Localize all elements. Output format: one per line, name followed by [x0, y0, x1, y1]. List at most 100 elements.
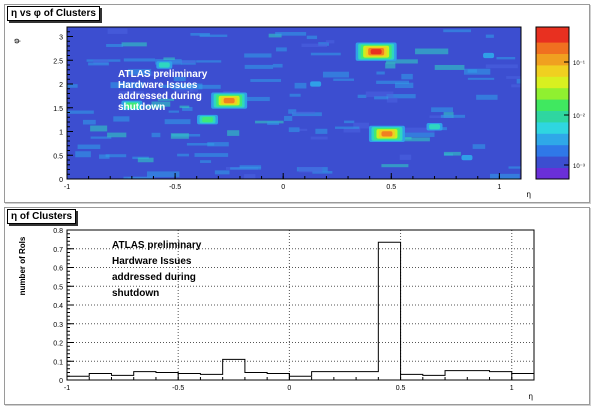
y-tick-label: 0.7: [53, 247, 63, 254]
heatmap-cell: [200, 160, 212, 163]
x-axis-label: η: [529, 392, 533, 401]
heatmap-cell: [186, 143, 215, 146]
colorbar-segment: [536, 103, 569, 108]
heatmap-cell: [227, 130, 240, 136]
y-tick-label: 0.3: [53, 322, 63, 329]
y-tick-label: 0.6: [53, 266, 63, 273]
annotation-line: addressed during: [112, 272, 196, 283]
heatmap-cell: [105, 154, 127, 158]
colorbar-segment: [536, 27, 569, 32]
colorbar-segment: [536, 42, 569, 47]
histogram-bin: [289, 376, 311, 380]
heatmap-cell: [325, 40, 335, 44]
heatmap-cell: [244, 174, 256, 179]
heatmap-cell: [440, 114, 466, 118]
heatmap-cell: [75, 151, 91, 158]
heatmap-cell: [170, 133, 189, 139]
x-tick-label: 1: [497, 184, 501, 191]
annotation-line: Hardware Issues: [118, 80, 198, 91]
colorbar-segment: [536, 57, 569, 62]
heatmap-cell: [267, 121, 280, 125]
heatmap-cell: [77, 144, 101, 149]
heatmap-cell: [207, 142, 229, 147]
heatmap-cell: [194, 153, 229, 157]
heatmap-cell: [292, 111, 315, 114]
y-tick-label: 0.2: [53, 341, 63, 348]
histogram-bin: [245, 373, 267, 381]
heatmap-cell: [239, 165, 262, 169]
colorbar-segment: [536, 114, 569, 119]
heatmap-cell: [174, 87, 193, 93]
histogram-bin: [89, 373, 111, 380]
colorbar-segment: [536, 87, 569, 92]
heatmap-cell: [190, 32, 210, 36]
heatmap-cell: [385, 62, 396, 69]
colorbar-segment: [536, 61, 569, 66]
colorbar-segment: [536, 152, 569, 157]
heatmap-cell: [90, 125, 108, 132]
heatmap-cell: [244, 64, 274, 69]
colorbar-segment: [536, 175, 569, 180]
colorbar-segment: [536, 160, 569, 165]
x-tick-label: 1: [510, 385, 514, 392]
colorbar-segment: [536, 80, 569, 85]
heatmap-cell: [244, 53, 272, 58]
heatmap-cell: [214, 170, 230, 175]
heatmap-hotspot: [381, 131, 393, 137]
x-tick-label: 0.5: [396, 385, 406, 392]
heatmap-cell: [322, 71, 349, 78]
colorbar-segment: [536, 84, 569, 89]
heatmap-hotspot: [202, 117, 214, 123]
colorbar-segment: [536, 163, 569, 168]
heatmap-cell: [401, 73, 413, 80]
heatmap-cell: [292, 112, 322, 117]
heatmap-cell: [402, 127, 435, 133]
heatmap-cell: [151, 132, 161, 138]
heatmap-hotspot: [429, 124, 441, 130]
heatmap-cell: [344, 120, 355, 124]
heatmap-cell: [146, 171, 180, 178]
annotation-line: shutdown: [112, 288, 159, 299]
heatmap-cell: [250, 79, 282, 82]
y-tick-label: 3: [59, 35, 63, 42]
heatmap-cell: [394, 82, 414, 89]
heatmap-cells: [67, 28, 521, 179]
heatmap-cell: [93, 59, 109, 65]
heatmap-cell: [284, 115, 293, 121]
y-tick-label: 0.1: [53, 359, 63, 366]
histogram-bin: [178, 373, 200, 380]
heatmap-cell: [402, 132, 435, 137]
heatmap-cell: [396, 137, 430, 142]
colorbar-segment: [536, 144, 569, 149]
heatmap-cell: [429, 115, 453, 119]
x-tick-label: 0.5: [386, 184, 396, 191]
heatmap-cell: [376, 80, 409, 84]
heatmap-title: η vs φ of Clusters: [7, 6, 100, 21]
heatmap-cell: [365, 91, 394, 98]
heatmap-cell: [137, 157, 154, 163]
heatmap-cell: [386, 59, 418, 64]
heatmap-cell: [88, 62, 109, 66]
annotation-line: ATLAS preliminary: [112, 240, 202, 251]
colorbar-segment: [536, 68, 569, 73]
annotation-line: addressed during: [118, 91, 202, 102]
colorbar-segment: [536, 148, 569, 153]
histogram-bin: [490, 372, 512, 380]
heatmap-cell: [315, 128, 328, 134]
heatmap-hotspot: [310, 81, 322, 87]
heatmap-cell: [67, 110, 94, 114]
colorbar-segment: [536, 106, 569, 111]
heatmap-cell: [476, 94, 498, 100]
colorbar-segment: [536, 99, 569, 104]
heatmap-panel: η vs φ of Clusters 0 0.5 1 1.5 2 2.5 3 -1 -0.5 0 0…: [4, 4, 590, 203]
heatmap-cell: [374, 96, 389, 100]
heatmap-cell: [179, 105, 190, 109]
heatmap-hotspot: [370, 49, 382, 55]
y-tick-label: 1.5: [53, 106, 63, 113]
heatmap-cell: [516, 78, 521, 84]
heatmap-cell: [164, 119, 191, 125]
y-tick-label: 2: [59, 82, 63, 89]
colorbar-segment: [536, 133, 569, 138]
heatmap-cell: [276, 47, 287, 52]
histogram-bin: [423, 375, 445, 380]
